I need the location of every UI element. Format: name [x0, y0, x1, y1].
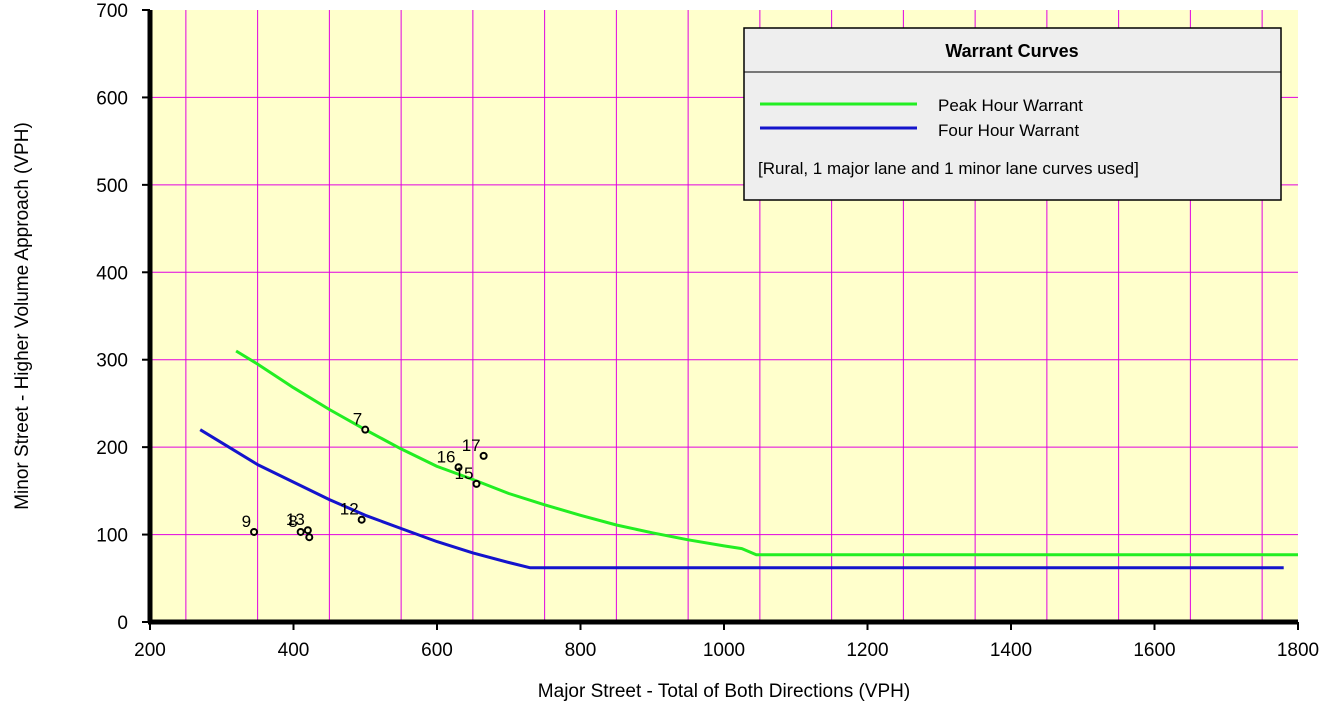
y-tick-label: 700 [96, 1, 128, 22]
data-point-label: 17 [462, 436, 481, 455]
data-point [472, 479, 481, 488]
data-point [305, 533, 314, 542]
y-tick-label: 600 [96, 88, 128, 109]
x-tick-label: 1800 [1277, 640, 1319, 661]
x-tick-label: 1600 [1133, 640, 1175, 661]
legend-label-peak-hour: Peak Hour Warrant [938, 96, 1083, 115]
x-tick-label: 400 [278, 640, 310, 661]
data-point [357, 515, 366, 524]
legend-title: Warrant Curves [945, 41, 1078, 61]
data-point-label: 16 [437, 447, 456, 466]
legend-label-four-hour: Four Hour Warrant [938, 121, 1079, 140]
data-point-label: 15 [455, 464, 474, 483]
four-hour-warrant-line [199, 428, 1284, 570]
y-tick-label: 400 [96, 263, 128, 284]
y-tick-labels: 0 100 200 300 400 500 600 700 [96, 1, 150, 634]
x-axis-title: Major Street - Total of Both Directions … [538, 681, 910, 702]
data-point-label: 9 [242, 512, 251, 531]
data-point [361, 425, 370, 434]
series-layer [199, 349, 1298, 570]
y-tick-label: 300 [96, 351, 128, 372]
x-tick-label: 800 [565, 640, 597, 661]
y-axis-title: Minor Street - Higher Volume Approach (V… [12, 122, 33, 510]
data-point [250, 527, 259, 536]
data-point [479, 451, 488, 460]
data-point-label: 8 [288, 512, 297, 531]
data-point [303, 526, 312, 535]
data-point [296, 527, 305, 536]
data-point [454, 463, 463, 472]
y-tick-label: 500 [96, 176, 128, 197]
legend-note: [Rural, 1 major lane and 1 minor lane cu… [758, 159, 1139, 178]
peak-hour-warrant-line [235, 349, 1298, 557]
y-tick-label: 100 [96, 526, 128, 547]
x-tick-label: 600 [421, 640, 453, 661]
data-point-label: 12 [340, 500, 359, 519]
data-point-label: 13 [286, 510, 305, 529]
x-tick-label: 1400 [990, 640, 1032, 661]
y-tick-label: 0 [117, 613, 128, 634]
data-point-label: 7 [353, 410, 362, 429]
x-tick-label: 1200 [846, 640, 888, 661]
x-tick-label: 200 [134, 640, 166, 661]
legend: Warrant Curves Peak Hour Warrant Four Ho… [743, 27, 1282, 201]
x-tick-label: 1000 [703, 640, 745, 661]
x-tick-labels: 200 400 600 800 1000 1200 1400 1600 1800 [134, 622, 1319, 661]
legend-box [743, 27, 1282, 201]
y-tick-label: 200 [96, 438, 128, 459]
